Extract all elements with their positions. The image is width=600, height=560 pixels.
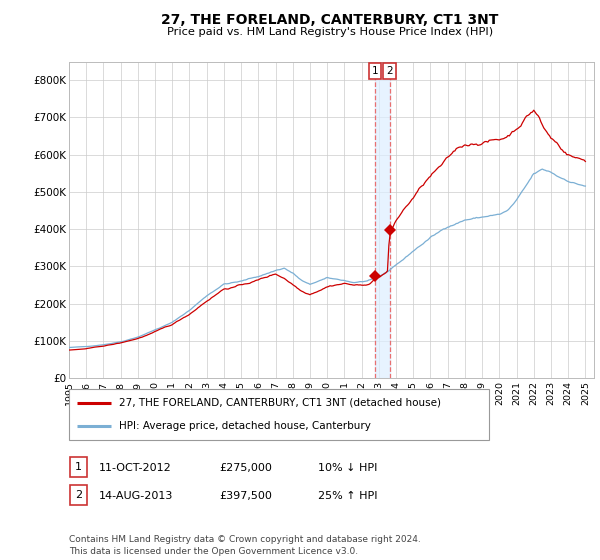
Text: £397,500: £397,500 (219, 491, 272, 501)
Text: 1: 1 (75, 462, 82, 472)
Text: 10% ↓ HPI: 10% ↓ HPI (318, 463, 377, 473)
Text: 14-AUG-2013: 14-AUG-2013 (99, 491, 173, 501)
FancyBboxPatch shape (70, 486, 87, 505)
Text: Price paid vs. HM Land Registry's House Price Index (HPI): Price paid vs. HM Land Registry's House … (167, 27, 493, 38)
Text: £275,000: £275,000 (219, 463, 272, 473)
Text: 2: 2 (386, 66, 393, 76)
Bar (375, 62, 389, 378)
Text: Contains HM Land Registry data © Crown copyright and database right 2024.
This d: Contains HM Land Registry data © Crown c… (69, 535, 421, 556)
Text: 27, THE FORELAND, CANTERBURY, CT1 3NT: 27, THE FORELAND, CANTERBURY, CT1 3NT (161, 13, 499, 27)
FancyBboxPatch shape (70, 458, 87, 477)
Text: 1: 1 (372, 66, 379, 76)
FancyBboxPatch shape (69, 389, 489, 440)
Text: 2: 2 (75, 490, 82, 500)
Text: 27, THE FORELAND, CANTERBURY, CT1 3NT (detached house): 27, THE FORELAND, CANTERBURY, CT1 3NT (d… (119, 398, 442, 408)
Text: 11-OCT-2012: 11-OCT-2012 (99, 463, 172, 473)
Text: 25% ↑ HPI: 25% ↑ HPI (318, 491, 377, 501)
Text: HPI: Average price, detached house, Canterbury: HPI: Average price, detached house, Cant… (119, 421, 371, 431)
